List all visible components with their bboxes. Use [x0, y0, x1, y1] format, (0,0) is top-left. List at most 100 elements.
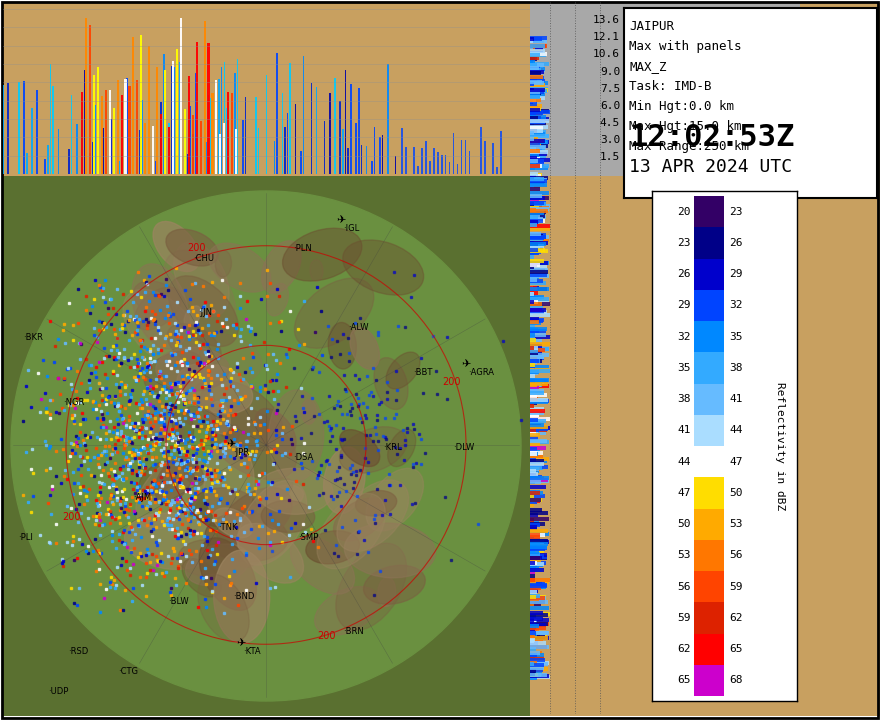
Bar	[530, 156, 537, 161]
Ellipse shape	[337, 480, 408, 552]
Bar	[449, 162, 451, 174]
Text: ·JPR: ·JPR	[233, 448, 249, 457]
Bar	[530, 60, 535, 63]
Bar	[382, 135, 383, 174]
Bar	[530, 619, 534, 624]
Bar	[530, 49, 545, 53]
Bar	[530, 117, 539, 121]
Bar	[530, 146, 541, 150]
Text: 62: 62	[729, 613, 743, 623]
Ellipse shape	[182, 406, 216, 428]
Bar	[530, 107, 540, 112]
Bar	[530, 417, 546, 421]
Ellipse shape	[366, 468, 423, 531]
Bar	[530, 533, 539, 537]
Ellipse shape	[290, 536, 355, 594]
Bar	[530, 117, 541, 120]
Bar	[530, 76, 544, 80]
Bar	[530, 426, 548, 430]
Bar	[530, 63, 537, 67]
Bar	[445, 156, 446, 174]
Bar	[417, 166, 419, 174]
Bar	[530, 228, 550, 231]
Bar	[530, 535, 540, 539]
Bar	[530, 281, 546, 285]
Bar	[530, 553, 546, 557]
Ellipse shape	[136, 456, 206, 529]
Bar	[530, 611, 543, 616]
Bar	[57, 129, 59, 174]
Bar	[356, 123, 357, 174]
Bar	[530, 580, 549, 583]
Bar	[530, 251, 539, 256]
Bar	[530, 589, 537, 593]
Bar	[530, 36, 546, 40]
Ellipse shape	[336, 543, 407, 631]
Text: 200: 200	[317, 631, 335, 642]
Bar	[530, 312, 533, 315]
Bar	[530, 441, 540, 446]
Bar	[530, 585, 546, 589]
Bar	[530, 372, 533, 375]
Bar	[530, 522, 545, 526]
Bar	[530, 411, 544, 415]
Bar	[530, 96, 545, 100]
Bar	[530, 157, 540, 161]
Ellipse shape	[340, 427, 407, 473]
Bar	[23, 81, 25, 174]
Bar	[70, 96, 72, 174]
Text: 26: 26	[729, 238, 743, 248]
Bar	[530, 174, 541, 178]
Bar	[85, 18, 87, 174]
Bar	[184, 135, 186, 174]
Bar	[530, 568, 537, 572]
Bar	[530, 563, 543, 567]
Text: Task: IMD-B: Task: IMD-B	[629, 80, 712, 93]
Ellipse shape	[358, 442, 380, 469]
Bar	[530, 546, 547, 549]
Bar	[530, 439, 546, 444]
Ellipse shape	[295, 278, 374, 348]
Bar	[530, 410, 542, 413]
Bar	[530, 582, 547, 587]
Bar	[530, 586, 540, 590]
Bar	[530, 371, 538, 375]
Ellipse shape	[267, 485, 304, 508]
Bar	[530, 466, 542, 470]
Bar	[530, 112, 542, 117]
Bar	[530, 479, 548, 483]
Ellipse shape	[255, 408, 297, 455]
Text: 59: 59	[678, 613, 691, 623]
Bar	[530, 606, 549, 611]
Bar	[530, 518, 533, 522]
Bar	[530, 517, 549, 521]
Bar	[290, 63, 291, 174]
Bar	[530, 351, 538, 356]
Bar	[530, 394, 537, 397]
Ellipse shape	[184, 306, 201, 327]
Bar	[530, 236, 533, 240]
Bar	[210, 98, 212, 174]
Bar	[195, 42, 198, 174]
Ellipse shape	[301, 400, 316, 424]
Bar	[189, 106, 191, 174]
Bar	[530, 104, 534, 108]
Bar	[164, 70, 166, 174]
Ellipse shape	[135, 287, 181, 330]
Text: 68: 68	[729, 675, 743, 685]
Bar	[457, 164, 458, 174]
Text: 23: 23	[729, 207, 743, 217]
Bar	[530, 336, 550, 339]
Bar	[530, 68, 545, 71]
Bar	[530, 550, 539, 554]
Ellipse shape	[144, 351, 203, 393]
Bar	[530, 472, 538, 476]
Bar	[530, 561, 538, 564]
Bar	[530, 177, 545, 181]
Bar	[530, 172, 538, 176]
Bar	[530, 215, 545, 218]
Bar	[155, 161, 157, 174]
Bar	[530, 653, 537, 657]
Bar	[530, 452, 537, 456]
Ellipse shape	[315, 587, 379, 635]
